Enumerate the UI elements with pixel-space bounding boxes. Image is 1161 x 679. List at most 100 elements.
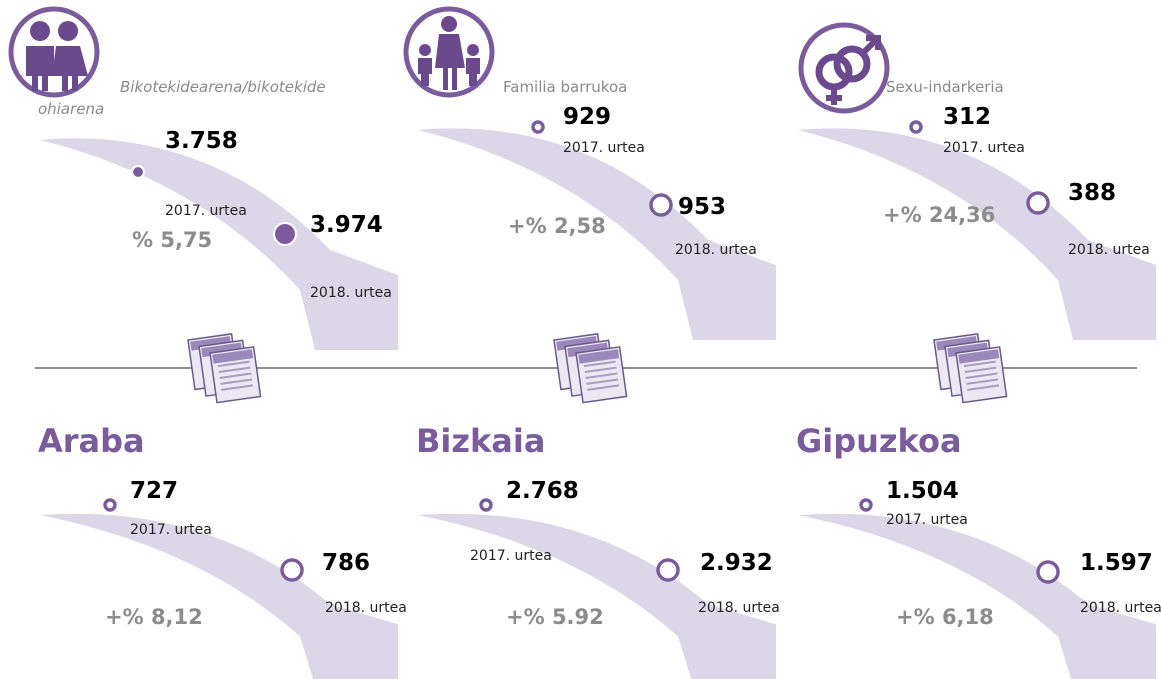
trend-arrow <box>418 128 776 340</box>
marker <box>133 167 143 177</box>
icon-head <box>30 21 50 41</box>
category-panel: Bikotekidearena/bikotekide ohiarena 3.758… <box>0 0 412 410</box>
marker <box>1036 560 1060 584</box>
newspaper-line <box>218 366 251 374</box>
region-panel: Bizkaia 2.768 2017. urtea 2.932 2018. urtea +… <box>378 420 790 679</box>
newspaper-line <box>967 384 1000 391</box>
region-panel: Araba 727 2017. urtea 786 2018. urtea +% 8,12 <box>0 420 412 679</box>
marker <box>479 498 493 512</box>
newspaper-line <box>965 372 998 379</box>
icon-symbol <box>826 87 842 105</box>
year-2018: 2018. urtea <box>698 600 780 616</box>
change-percent: % 5,75 <box>132 228 213 252</box>
trend-arrow <box>418 513 776 679</box>
newspaper-header <box>212 349 254 364</box>
value-2018: 388 <box>1068 180 1117 206</box>
newspaper-icon <box>553 333 628 404</box>
value-2018: 953 <box>678 194 727 220</box>
trend-arrow <box>40 138 398 350</box>
newspaper-line <box>219 372 252 379</box>
panel-graphic <box>8 6 398 404</box>
icon-symbol <box>860 35 881 56</box>
panel-graphic <box>418 498 776 679</box>
panel-graphic <box>798 498 1156 679</box>
year-2017: 2017. urtea <box>470 548 552 564</box>
icon-body <box>435 34 465 90</box>
marker <box>103 498 117 512</box>
newspaper-line <box>583 360 616 368</box>
value-2017: 1.504 <box>886 478 959 504</box>
category-icon <box>798 22 890 114</box>
year-2018: 2018. urtea <box>675 242 757 258</box>
trend-arrow <box>798 513 1156 679</box>
value-2018: 1.597 <box>1080 550 1153 576</box>
newspaper-line <box>966 378 999 385</box>
icon-body <box>418 58 480 86</box>
region-name: Gipuzkoa <box>796 422 962 460</box>
marker <box>1026 191 1050 215</box>
year-2018: 2018. urtea <box>310 285 392 301</box>
value-2017: 727 <box>130 478 179 504</box>
change-percent: +% 8,12 <box>105 605 203 629</box>
value-2017: 312 <box>943 104 992 130</box>
newspaper-header <box>578 349 620 364</box>
value-2018: 3.974 <box>310 212 383 238</box>
trend-arrow <box>40 513 398 679</box>
marker <box>275 224 295 244</box>
marker <box>656 558 680 582</box>
newspaper-line <box>584 366 617 374</box>
panel-graphic <box>403 6 776 404</box>
category-label: Familia barrukoa <box>503 78 628 96</box>
icon-symbol <box>833 45 871 83</box>
year-2017: 2017. urtea <box>130 522 212 538</box>
year-2018: 2018. urtea <box>325 600 407 616</box>
marker <box>859 498 873 512</box>
change-percent: +% 2,58 <box>508 214 606 238</box>
value-2018: 786 <box>322 550 371 576</box>
icon-head <box>467 44 479 56</box>
year-2017: 2017. urtea <box>886 512 968 528</box>
category-icon <box>403 6 495 98</box>
panel-graphic <box>40 498 398 679</box>
value-2017: 2.768 <box>506 478 579 504</box>
newspaper-line <box>964 366 997 374</box>
year-2017: 2017. urtea <box>563 140 645 156</box>
category-panel: Sexu-indarkeria 312 2017. urtea +% 24,36 388… <box>758 0 1161 410</box>
region-name: Araba <box>38 422 145 460</box>
marker-ring <box>131 165 145 179</box>
marker <box>531 120 545 134</box>
icon-head <box>419 44 431 56</box>
newspaper-line <box>217 360 250 368</box>
newspaper-line <box>221 384 254 391</box>
icon-head <box>58 21 78 41</box>
value-2018: 2.932 <box>700 550 773 576</box>
trend-arrow <box>798 128 1156 340</box>
newspaper-line <box>963 360 996 368</box>
marker-ring <box>273 222 297 246</box>
year-2018: 2018. urtea <box>1080 600 1161 616</box>
newspaper-line <box>220 378 253 385</box>
category-panel: Familia barrukoa 929 2017. urtea +% 2,58 953… <box>378 0 790 410</box>
newspaper-icon <box>933 333 1008 404</box>
year-2018: 2018. urtea <box>1068 242 1150 258</box>
region-panel: Gipuzkoa 1.504 2017. urtea 1.597 2018. urtea… <box>758 420 1161 679</box>
icon-head <box>441 16 457 32</box>
newspaper-icon <box>187 333 262 404</box>
category-label: Sexu-indarkeria <box>886 78 1004 96</box>
newspaper-header <box>958 349 1000 364</box>
panel-graphic <box>798 22 1156 404</box>
change-percent: +% 6,18 <box>896 605 994 629</box>
newspaper-line <box>585 372 618 379</box>
newspaper-line <box>587 384 620 391</box>
marker <box>909 120 923 134</box>
marker <box>280 558 304 582</box>
category-label: Bikotekidearena/bikotekide ohiarena <box>38 78 326 118</box>
value-2017: 929 <box>563 104 612 130</box>
region-name: Bizkaia <box>416 422 546 460</box>
icon-body <box>26 46 88 91</box>
change-percent: +% 24,36 <box>883 203 996 227</box>
newspaper-line <box>586 378 619 385</box>
marker <box>649 193 673 217</box>
value-2017: 3.758 <box>165 128 238 154</box>
